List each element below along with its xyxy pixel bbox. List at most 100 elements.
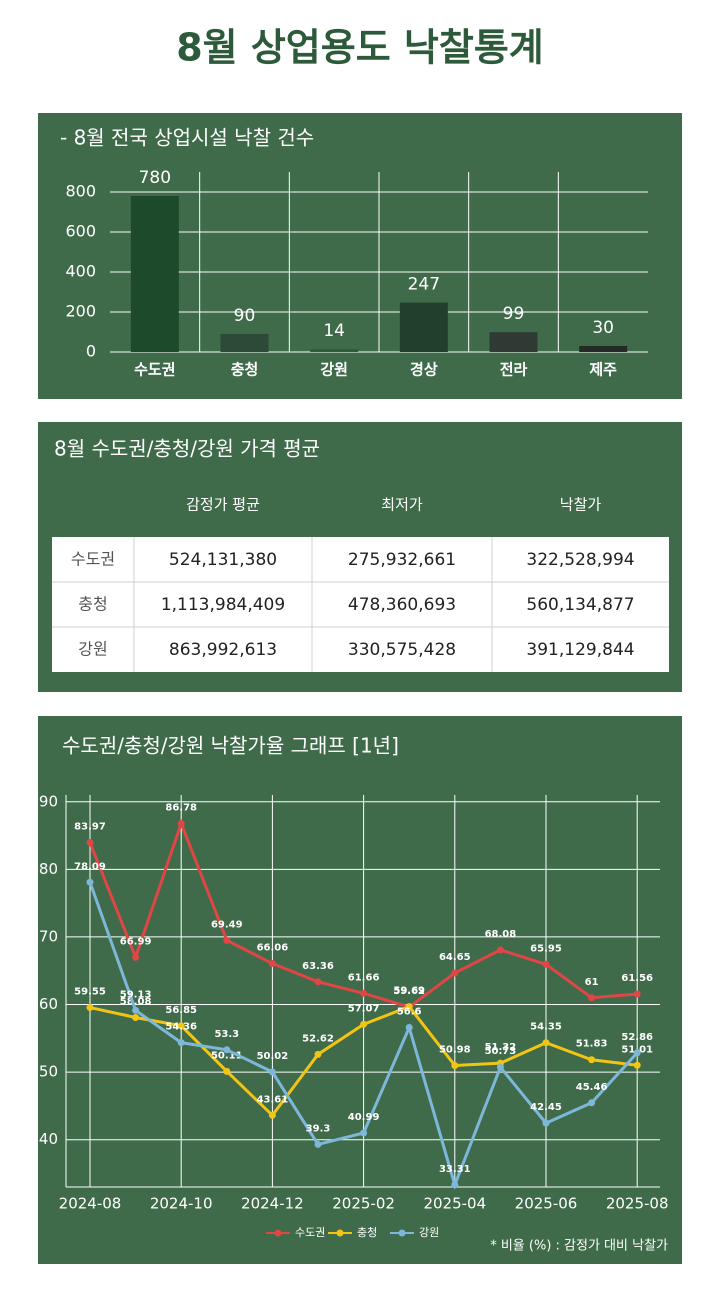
data-label: 56.6 (397, 1006, 422, 1017)
bar (579, 346, 628, 352)
point (268, 960, 276, 968)
data-label: 39.3 (306, 1123, 331, 1134)
x-tick-label: 2024-08 (59, 1195, 122, 1213)
point (405, 1023, 413, 1031)
point (177, 820, 185, 828)
data-label: 59.62 (393, 986, 425, 997)
data-label: 78.09 (74, 861, 106, 872)
bar (130, 196, 179, 352)
data-label: 54.35 (530, 1022, 562, 1033)
point (132, 1013, 140, 1021)
data-label: 61.66 (348, 972, 380, 983)
x-tick-label: 2025-02 (332, 1195, 395, 1213)
bar (220, 334, 269, 352)
table-cell: 478,360,693 (348, 595, 456, 615)
x-tick-label: 2025-04 (423, 1195, 486, 1213)
point (360, 989, 368, 997)
x-tick-label: 제주 (589, 361, 617, 379)
point (268, 1111, 276, 1119)
table-header: 최저가 (381, 496, 423, 514)
table-cell: 충청 (78, 595, 107, 614)
panel (38, 716, 682, 1264)
chart-title: - 8월 전국 상업시설 낙찰 건수 (60, 126, 314, 150)
legend-label: 강원 (419, 1226, 439, 1239)
data-label: 86.78 (165, 803, 197, 814)
x-tick-label: 2025-08 (606, 1195, 669, 1213)
x-tick-label: 2024-12 (241, 1195, 304, 1213)
y-tick-label: 90 (39, 792, 58, 810)
bar (489, 332, 538, 352)
point (633, 1061, 641, 1069)
point (496, 946, 504, 954)
y-tick-label: 70 (39, 927, 58, 945)
point (86, 878, 94, 886)
chart-title: 수도권/충청/강원 낙찰가율 그래프 [1년] (62, 734, 399, 758)
data-label: 65.95 (530, 943, 562, 954)
point (588, 1099, 596, 1107)
table-cell: 524,131,380 (169, 550, 277, 570)
data-label: 51.32 (485, 1042, 517, 1053)
y-tick-label: 50 (39, 1063, 58, 1081)
x-tick-label: 강원 (320, 361, 348, 379)
point (268, 1068, 276, 1076)
data-label: 247 (408, 275, 440, 295)
y-tick-label: 80 (39, 860, 58, 878)
bar (399, 302, 448, 352)
x-tick-label: 2024-10 (150, 1195, 213, 1213)
data-label: 53.3 (214, 1029, 239, 1040)
data-label: 90 (234, 306, 256, 326)
data-label: 61.56 (621, 973, 653, 984)
data-label: 50.98 (439, 1044, 471, 1055)
table-cell: 560,134,877 (526, 595, 634, 615)
data-label: 63.36 (302, 961, 334, 972)
table-header: 감정가 평균 (186, 496, 260, 514)
legend-label: 수도권 (295, 1226, 325, 1239)
data-label: 45.46 (576, 1082, 608, 1093)
point (132, 953, 140, 961)
table-body (52, 537, 669, 672)
data-label: 43.61 (257, 1094, 289, 1105)
data-label: 83.97 (74, 822, 106, 833)
table-cell: 391,129,844 (526, 640, 634, 660)
data-label: 61 (585, 977, 599, 988)
table-cell: 강원 (78, 640, 107, 659)
point (314, 978, 322, 986)
x-tick-label: 전라 (500, 361, 528, 379)
point (588, 994, 596, 1002)
data-label: 30 (592, 318, 614, 338)
legend-label: 충청 (357, 1226, 377, 1239)
data-label: 54.36 (165, 1022, 197, 1033)
data-label: 56.85 (165, 1005, 197, 1016)
table-cell: 1,113,984,409 (161, 595, 285, 615)
data-label: 33.31 (439, 1164, 471, 1175)
table-cell: 863,992,613 (169, 640, 277, 660)
point (132, 1006, 140, 1014)
table-header: 낙찰가 (560, 496, 602, 514)
data-label: 64.65 (439, 952, 471, 963)
point (542, 960, 550, 968)
y-tick-label: 400 (65, 262, 96, 281)
point (223, 1067, 231, 1075)
y-tick-label: 40 (39, 1130, 58, 1148)
x-tick-label: 2025-06 (515, 1195, 578, 1213)
data-label: 40.99 (348, 1112, 380, 1123)
table-title: 8월 수도권/충청/강원 가격 평균 (54, 437, 320, 461)
data-label: 51.83 (576, 1039, 608, 1050)
point (86, 839, 94, 847)
y-tick-label: 60 (39, 995, 58, 1013)
data-label: 59.13 (120, 989, 152, 1000)
point (542, 1039, 550, 1047)
x-tick-label: 경상 (410, 361, 438, 379)
data-label: 780 (139, 168, 171, 188)
data-label: 99 (503, 304, 525, 324)
point (360, 1129, 368, 1137)
data-label: 59.55 (74, 987, 106, 998)
point (496, 1063, 504, 1071)
point (314, 1050, 322, 1058)
legend-swatch (398, 1229, 406, 1237)
point (86, 1004, 94, 1012)
data-label: 59.69 (393, 986, 425, 997)
point (542, 1119, 550, 1127)
